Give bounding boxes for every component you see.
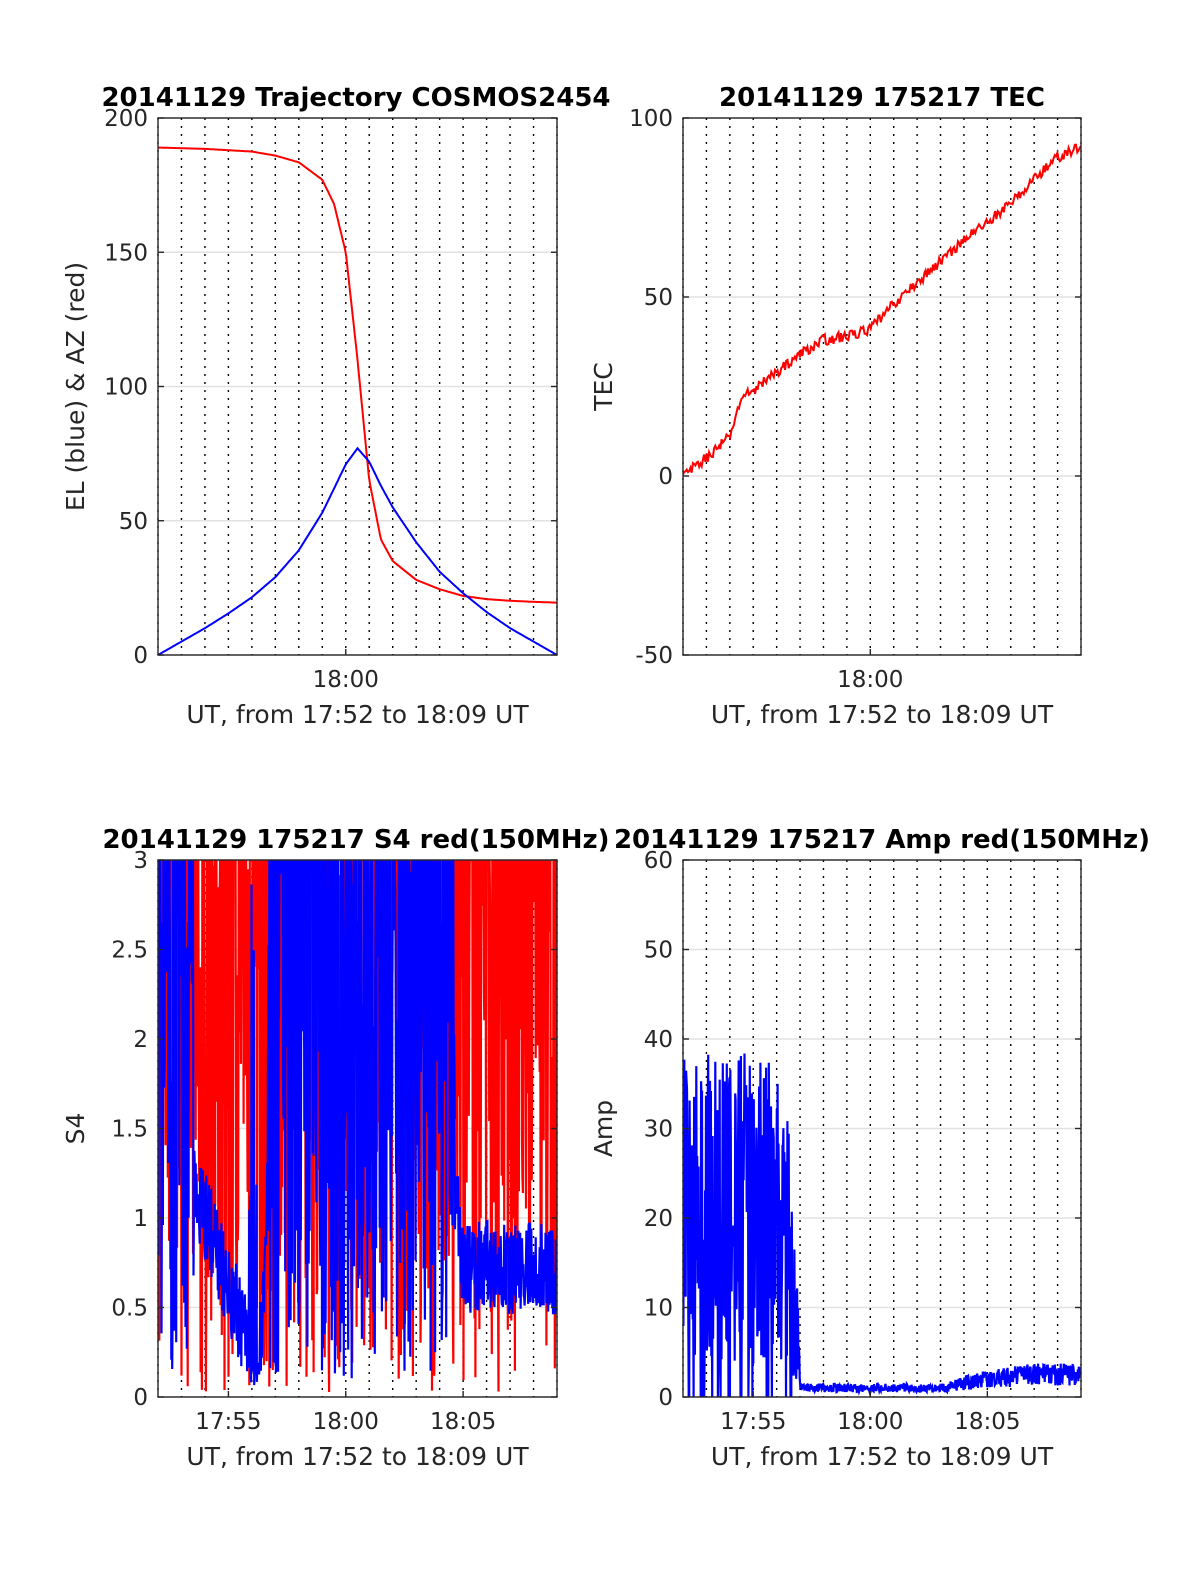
series-line bbox=[158, 146, 557, 604]
y-tick-label: 10 bbox=[644, 1296, 673, 1322]
x-tick-label: 18:00 bbox=[837, 1409, 903, 1435]
x-tick-label: 18:05 bbox=[954, 1409, 1020, 1435]
y-tick-label: 50 bbox=[644, 285, 673, 311]
series-group bbox=[158, 860, 557, 1393]
series-group bbox=[683, 1053, 1081, 1397]
chart-title: 20141129 175217 TEC bbox=[719, 83, 1045, 113]
y-tick-label: 3 bbox=[133, 848, 148, 874]
y-tick-label: 0 bbox=[133, 643, 148, 669]
x-axis-label: UT, from 17:52 to 18:09 UT bbox=[711, 1442, 1054, 1471]
panel-3: 0 0.5 1 1.5 2 2.5 3 17:55 18:00 18:05 20141129 175… bbox=[61, 825, 610, 1471]
x-axis-label: UT, from 17:52 to 18:09 UT bbox=[711, 700, 1054, 729]
series-line bbox=[158, 860, 557, 1393]
y-axis-label: EL (blue) & AZ (red) bbox=[61, 262, 90, 511]
chart-title: 20141129 175217 Amp red(150MHz) bbox=[614, 825, 1150, 855]
y-tick-label: 0 bbox=[658, 464, 673, 490]
series-group bbox=[683, 143, 1081, 475]
y-tick-label: 20 bbox=[644, 1206, 673, 1232]
series-group bbox=[158, 146, 557, 655]
x-tick-label: 17:55 bbox=[195, 1409, 261, 1435]
y-tick-label: 0.5 bbox=[111, 1296, 148, 1322]
y-tick-label: -50 bbox=[635, 643, 673, 669]
chart-title: 20141129 Trajectory COSMOS2454 bbox=[101, 83, 610, 113]
y-tick-label: 1.5 bbox=[111, 1117, 148, 1143]
axes-box bbox=[682, 117, 1082, 656]
y-tick-label: 30 bbox=[644, 1117, 673, 1143]
y-tick-label: 50 bbox=[119, 509, 148, 535]
y-tick-label: 40 bbox=[644, 1027, 673, 1053]
y-tick-label: 150 bbox=[104, 240, 148, 266]
x-tick-label: 18:00 bbox=[837, 667, 903, 693]
y-axis-label: Amp bbox=[589, 1100, 618, 1157]
y-tick-label: 100 bbox=[104, 375, 148, 401]
chart-title: 20141129 175217 S4 red(150MHz) bbox=[102, 825, 609, 855]
plot-area bbox=[683, 118, 1081, 655]
series-line bbox=[683, 1053, 1081, 1397]
y-tick-label: 2.5 bbox=[111, 938, 148, 964]
series-line bbox=[158, 446, 557, 655]
x-tick-label: 17:55 bbox=[720, 1409, 786, 1435]
y-axis-label: S4 bbox=[61, 1113, 90, 1145]
series-line bbox=[683, 143, 1081, 475]
y-tick-label: 100 bbox=[629, 106, 673, 132]
x-tick-label: 18:00 bbox=[313, 1409, 379, 1435]
y-tick-label: 200 bbox=[104, 106, 148, 132]
y-tick-label: 0 bbox=[133, 1385, 148, 1411]
panel-4: 0 10 20 30 40 50 60 17:55 18:00 18:05 20141129 175… bbox=[589, 825, 1150, 1471]
y-tick-label: 0 bbox=[658, 1385, 673, 1411]
x-tick-label: 18:00 bbox=[313, 667, 379, 693]
x-axis-label: UT, from 17:52 to 18:09 UT bbox=[186, 700, 529, 729]
y-tick-label: 60 bbox=[644, 848, 673, 874]
x-axis-label: UT, from 17:52 to 18:09 UT bbox=[186, 1442, 529, 1471]
y-tick-label: 50 bbox=[644, 938, 673, 964]
y-tick-label: 2 bbox=[133, 1027, 148, 1053]
x-tick-label: 18:05 bbox=[430, 1409, 496, 1435]
y-tick-label: 1 bbox=[133, 1206, 148, 1232]
panel-2: -50 0 50 100 18:00 20141129 175217 TEC UT, fro… bbox=[589, 83, 1082, 729]
series-line bbox=[158, 860, 557, 1386]
y-axis-label: TEC bbox=[589, 362, 618, 412]
panel-1: 0 50 100 150 200 18:00 20141129 Trajectory COS… bbox=[61, 83, 611, 729]
